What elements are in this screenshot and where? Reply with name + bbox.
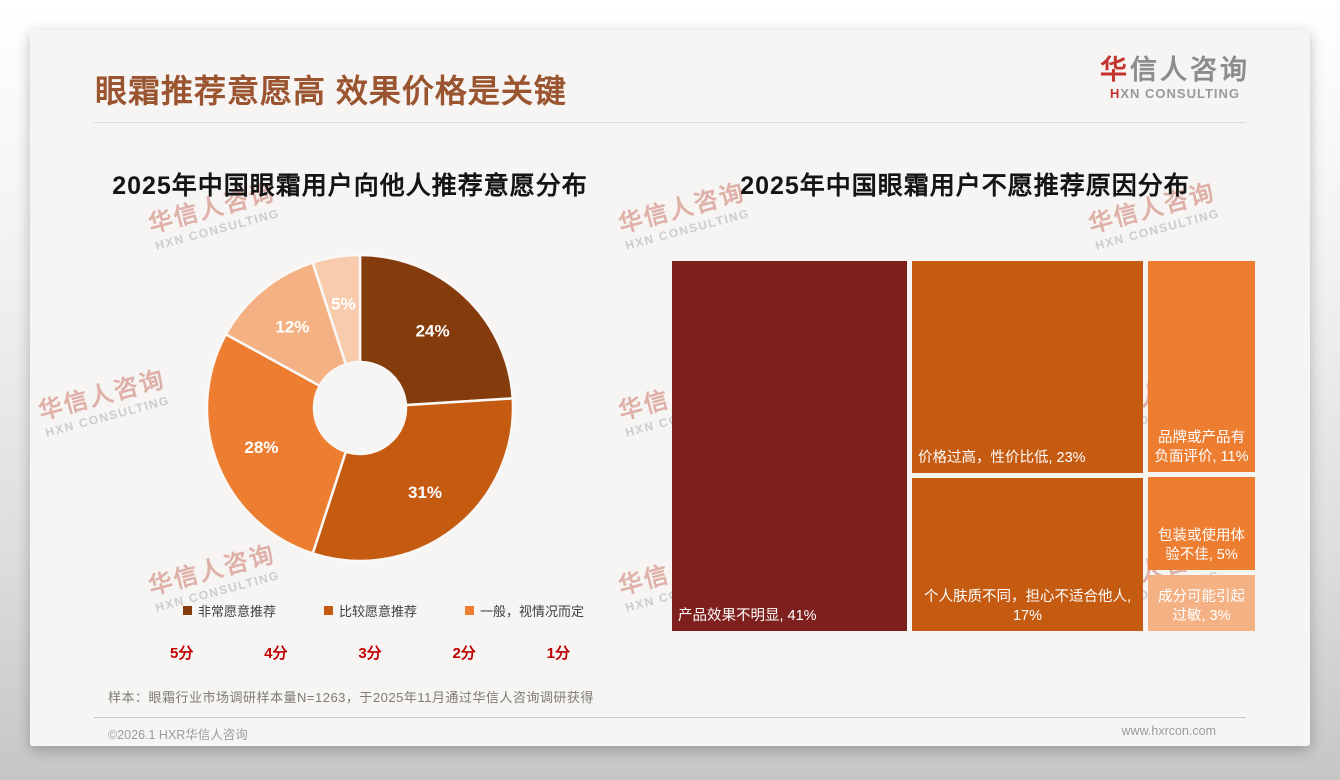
legend-item: 比较愿意推荐: [324, 601, 417, 620]
copyright-text: ©2026.1 HXR华信人咨询: [108, 728, 248, 742]
treemap-chart-title: 2025年中国眼霜用户不愿推荐原因分布: [740, 172, 1190, 200]
treemap-cell: 品牌或产品有负面评价, 11%: [1148, 261, 1255, 472]
slide-card: 华信人咨询 HXN CONSULTING 华信人咨询 HXN CONSULTING 华信…: [30, 30, 1310, 746]
treemap-cell-label: 成分可能引起过敏, 3%: [1158, 589, 1245, 625]
donut-chart-title: 2025年中国眼霜用户向他人推荐意愿分布: [112, 172, 588, 200]
treemap-cell-label: 价格过高，性价比低, 23%: [918, 450, 1086, 467]
treemap-cell: 产品效果不明显, 41%: [672, 261, 907, 631]
header-divider: [94, 122, 1246, 123]
donut-slice: [311, 253, 362, 366]
donut-svg: 24% 31% 28% 12% 5%: [205, 253, 515, 563]
legend-label: 比较愿意推荐: [339, 604, 418, 619]
donut-chart: 24% 31% 28% 12% 5%: [205, 253, 515, 563]
legend-swatch: [324, 606, 334, 615]
donut-data-label: 31%: [408, 483, 442, 502]
score-label: 3分: [358, 645, 382, 662]
treemap-cell: 成分可能引起过敏, 3%: [1148, 575, 1255, 631]
donut-data-label: 5%: [331, 294, 356, 313]
logo-chinese-text: 华信人咨询: [1100, 55, 1250, 85]
legend-item: 非常愿意推荐: [183, 601, 276, 620]
treemap-chart: 产品效果不明显, 41% 价格过高，性价比低, 23% 个人肤质不同，担心不适合他人…: [672, 261, 1255, 631]
legend-item: 一般，视情况而定: [465, 601, 584, 620]
legend-label: 非常愿意推荐: [198, 604, 277, 619]
donut-slice: [311, 397, 515, 563]
sample-note: 样本：眼霜行业市场调研样本量N=1263，于2025年11月通过华信人咨询调研获…: [108, 690, 594, 705]
donut-data-label: 12%: [275, 317, 309, 336]
page-title: 眼霜推荐意愿高 效果价格是关键: [95, 73, 567, 109]
footer-divider: [94, 717, 1246, 718]
treemap-cell: 个人肤质不同，担心不适合他人, 17%: [912, 478, 1143, 631]
treemap-cell-label: 产品效果不明显, 41%: [678, 608, 817, 625]
treemap-cell-label: 包装或使用体验不佳, 5%: [1158, 528, 1245, 564]
treemap-cell-label: 个人肤质不同，担心不适合他人, 17%: [923, 589, 1132, 625]
legend-label: 一般，视情况而定: [480, 604, 585, 619]
donut-data-label: 24%: [416, 322, 450, 341]
treemap-cell: 价格过高，性价比低, 23%: [912, 261, 1143, 473]
score-label: 5分: [170, 645, 194, 662]
website-url: www.hxrcon.com: [1121, 724, 1216, 738]
legend-swatch: [183, 606, 192, 615]
score-label: 4分: [264, 645, 288, 662]
donut-slice: [358, 253, 515, 407]
donut-data-label: 28%: [244, 438, 278, 457]
company-logo: 华信人咨询 HXN CONSULTING: [1100, 55, 1250, 101]
legend-swatch: [465, 606, 475, 615]
treemap-cell-label: 品牌或产品有负面评价, 11%: [1154, 430, 1249, 466]
treemap-cell: 包装或使用体验不佳, 5%: [1148, 477, 1255, 570]
donut-legend: 非常愿意推荐 比较愿意推荐 一般，视情况而定: [183, 601, 584, 620]
score-axis-labels: 5分 4分 3分 2分 1分: [170, 642, 570, 663]
score-label: 2分: [452, 645, 476, 662]
donut-slice: [224, 260, 348, 388]
logo-english-text: HXN CONSULTING: [1109, 85, 1241, 101]
donut-slice: [205, 332, 348, 556]
score-label: 1分: [546, 645, 570, 662]
